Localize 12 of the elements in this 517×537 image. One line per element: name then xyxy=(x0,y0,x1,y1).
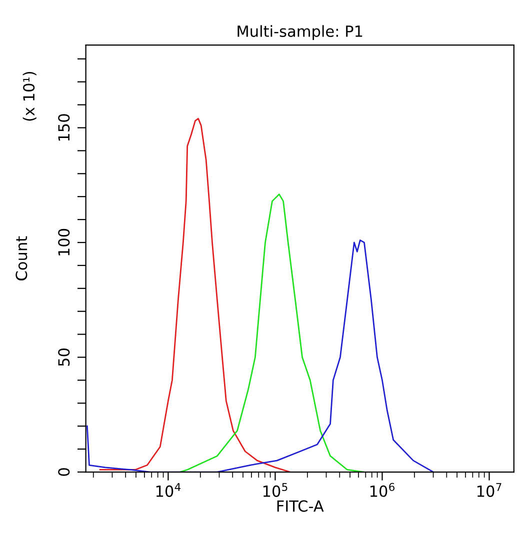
y-tick-label: 150 xyxy=(58,114,70,141)
x-axis-title: FITC-A xyxy=(277,500,324,512)
y-tick-label: 50 xyxy=(58,348,70,366)
x-tick-label: 10$^{5}$ xyxy=(263,483,288,497)
chart-title: Multi-sample: P1 xyxy=(238,25,362,40)
x-tick-label: 10$^{6}$ xyxy=(370,482,394,497)
y-tick-label: 100 xyxy=(58,228,70,256)
y-tick-label: 0 xyxy=(58,468,70,476)
x-tick-label: 10$^{4}$ xyxy=(156,483,181,497)
y-axis-title: Count xyxy=(16,236,28,280)
text: (x 10¹) xyxy=(22,72,36,121)
x-tick-label: 10$^{7}$ xyxy=(477,483,502,497)
